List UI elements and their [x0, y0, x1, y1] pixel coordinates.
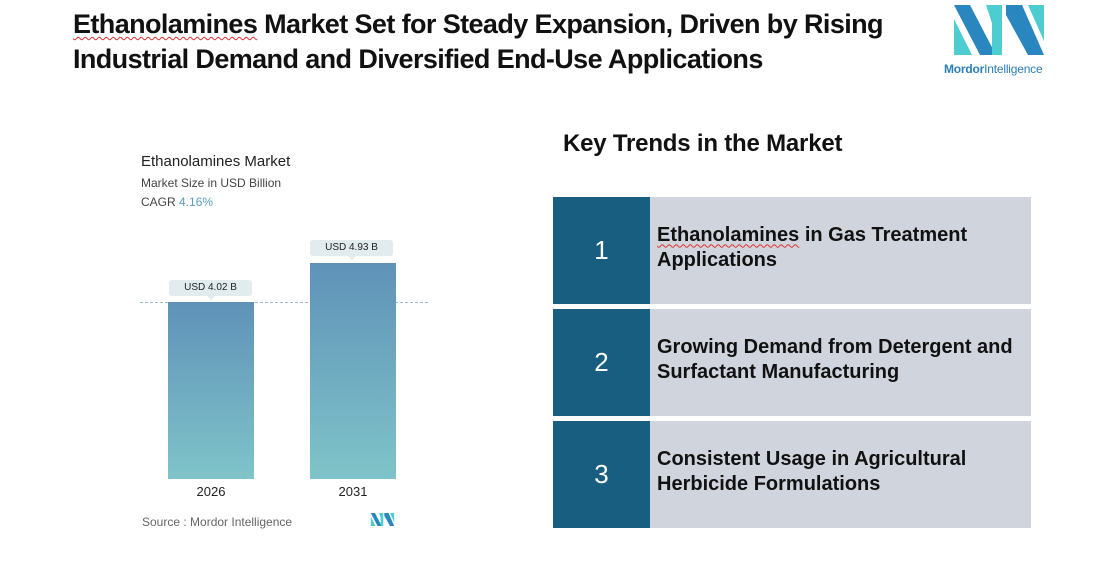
- trend-item-1: 1 Ethanolamines in Gas Treatment Applica…: [553, 197, 1031, 304]
- chart-subtitle: Market Size in USD Billion: [141, 176, 282, 190]
- headline-rest: Market Set for Steady Expansion, Driven …: [73, 9, 884, 74]
- chart-cagr: CAGR 4.16%: [141, 195, 214, 209]
- mordor-intelligence-logo-icon: [954, 5, 1044, 55]
- trend-number: 2: [553, 309, 650, 416]
- trend-number: 3: [553, 421, 650, 528]
- chart-source: Source : Mordor Intelligence: [142, 515, 293, 529]
- x-tick-2031: 2031: [338, 484, 368, 499]
- bar-2026: [168, 302, 254, 479]
- headline-misspelled-word: Ethanolamines: [73, 9, 258, 39]
- trend-item-3: 3 Consistent Usage in Agricultural Herbi…: [553, 421, 1031, 528]
- bar-label-2031: USD 4.93 B: [310, 240, 393, 260]
- trend-text: Ethanolamines in Gas Treatment Applicati…: [657, 223, 968, 271]
- chart-title: Ethanolamines Market: [141, 153, 291, 170]
- headline: Ethanolamines Market Set for Steady Expa…: [73, 7, 903, 77]
- trend-item-2: 2 Growing Demand from Detergent and Surf…: [553, 309, 1031, 416]
- reference-dashed-line: [140, 302, 428, 303]
- bar-label-2026: USD 4.02 B: [169, 280, 252, 300]
- brand-logo: MordorIntelligence: [944, 5, 1056, 76]
- trend-text: Growing Demand from Detergent and Surfac…: [657, 335, 1013, 383]
- bar-2031: [310, 263, 396, 479]
- mini-logo-icon: [370, 513, 395, 526]
- cagr-value: 4.16%: [179, 195, 214, 209]
- x-tick-2026: 2026: [196, 484, 226, 499]
- trend-text: Consistent Usage in Agricultural Herbici…: [657, 447, 967, 495]
- trend-number: 1: [553, 197, 650, 304]
- logo-text: MordorIntelligence: [944, 62, 1043, 76]
- trends-title: Key Trends in the Market: [563, 130, 843, 157]
